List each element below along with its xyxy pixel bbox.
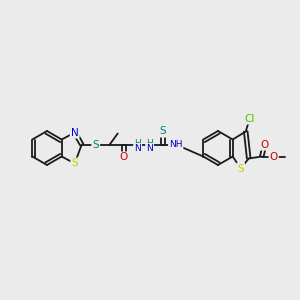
Text: N: N	[146, 144, 153, 153]
Text: S: S	[237, 164, 244, 173]
Text: N: N	[71, 128, 79, 137]
Text: S: S	[159, 127, 166, 136]
Text: NH: NH	[169, 140, 182, 149]
Text: O: O	[261, 140, 269, 149]
Text: H: H	[134, 139, 141, 148]
Text: Cl: Cl	[244, 113, 255, 124]
Text: O: O	[270, 152, 278, 161]
Text: N: N	[134, 144, 141, 153]
Text: O: O	[120, 152, 128, 163]
Text: H: H	[146, 139, 153, 148]
Text: S: S	[71, 158, 78, 169]
Text: S: S	[92, 140, 99, 149]
